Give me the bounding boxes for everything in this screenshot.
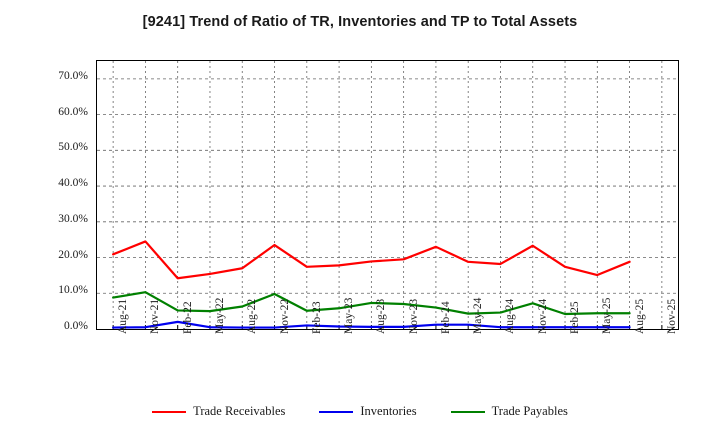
x-tick-label: Aug-24 xyxy=(504,298,517,334)
legend-item[interactable]: Trade Payables xyxy=(450,404,568,419)
series-line xyxy=(112,240,631,280)
x-tick-label: Feb-25 xyxy=(569,301,582,334)
y-tick-label: 50.0% xyxy=(58,141,88,154)
x-tick-label: Nov-21 xyxy=(149,298,162,334)
x-tick-label: Nov-23 xyxy=(407,298,420,334)
x-tick-label: May-22 xyxy=(213,297,226,334)
x-tick-label: May-24 xyxy=(472,297,485,334)
x-tick-label: Nov-25 xyxy=(665,298,678,334)
x-tick-label: May-25 xyxy=(601,297,614,334)
series-line xyxy=(112,320,631,329)
x-tick-label: Aug-23 xyxy=(375,298,388,334)
x-tick-label: Aug-22 xyxy=(246,298,259,334)
legend-color-swatch xyxy=(319,410,354,413)
chart-title: [9241] Trend of Ratio of TR, Inventories… xyxy=(142,14,578,30)
legend-item[interactable]: Inventories xyxy=(319,404,417,419)
y-tick-label: 60.0% xyxy=(58,105,88,118)
x-tick-label: Feb-22 xyxy=(181,301,194,334)
y-tick-label: 40.0% xyxy=(58,177,88,190)
plot-svg xyxy=(97,61,678,329)
y-tick-label: 0.0% xyxy=(64,320,88,332)
chart-legend: Trade Receivables Inventories Trade Payabl… xyxy=(0,404,720,419)
x-tick-label: Feb-24 xyxy=(439,301,452,334)
x-tick-label: Nov-24 xyxy=(536,298,549,334)
x-tick-label: Aug-21 xyxy=(117,298,130,334)
series-line xyxy=(112,291,631,316)
y-tick-label: 20.0% xyxy=(58,248,88,261)
legend-label: Inventories xyxy=(360,404,417,418)
legend-color-swatch xyxy=(152,410,187,413)
series-lines xyxy=(112,240,631,329)
gridlines xyxy=(97,61,678,329)
y-tick-label: 30.0% xyxy=(58,212,88,225)
y-tick-label: 10.0% xyxy=(58,284,88,297)
legend-label: Trade Receivables xyxy=(193,404,286,418)
x-tick-label: Feb-23 xyxy=(310,301,323,334)
legend-label: Trade Payables xyxy=(491,404,568,418)
x-tick-label: Aug-25 xyxy=(633,298,646,334)
legend-color-swatch xyxy=(450,410,485,413)
plot-area xyxy=(96,60,679,330)
legend-item[interactable]: Trade Receivables xyxy=(152,404,285,419)
x-tick-label: May-23 xyxy=(343,297,356,334)
y-tick-label: 70.0% xyxy=(58,69,88,82)
x-tick-label: Nov-22 xyxy=(278,298,291,334)
